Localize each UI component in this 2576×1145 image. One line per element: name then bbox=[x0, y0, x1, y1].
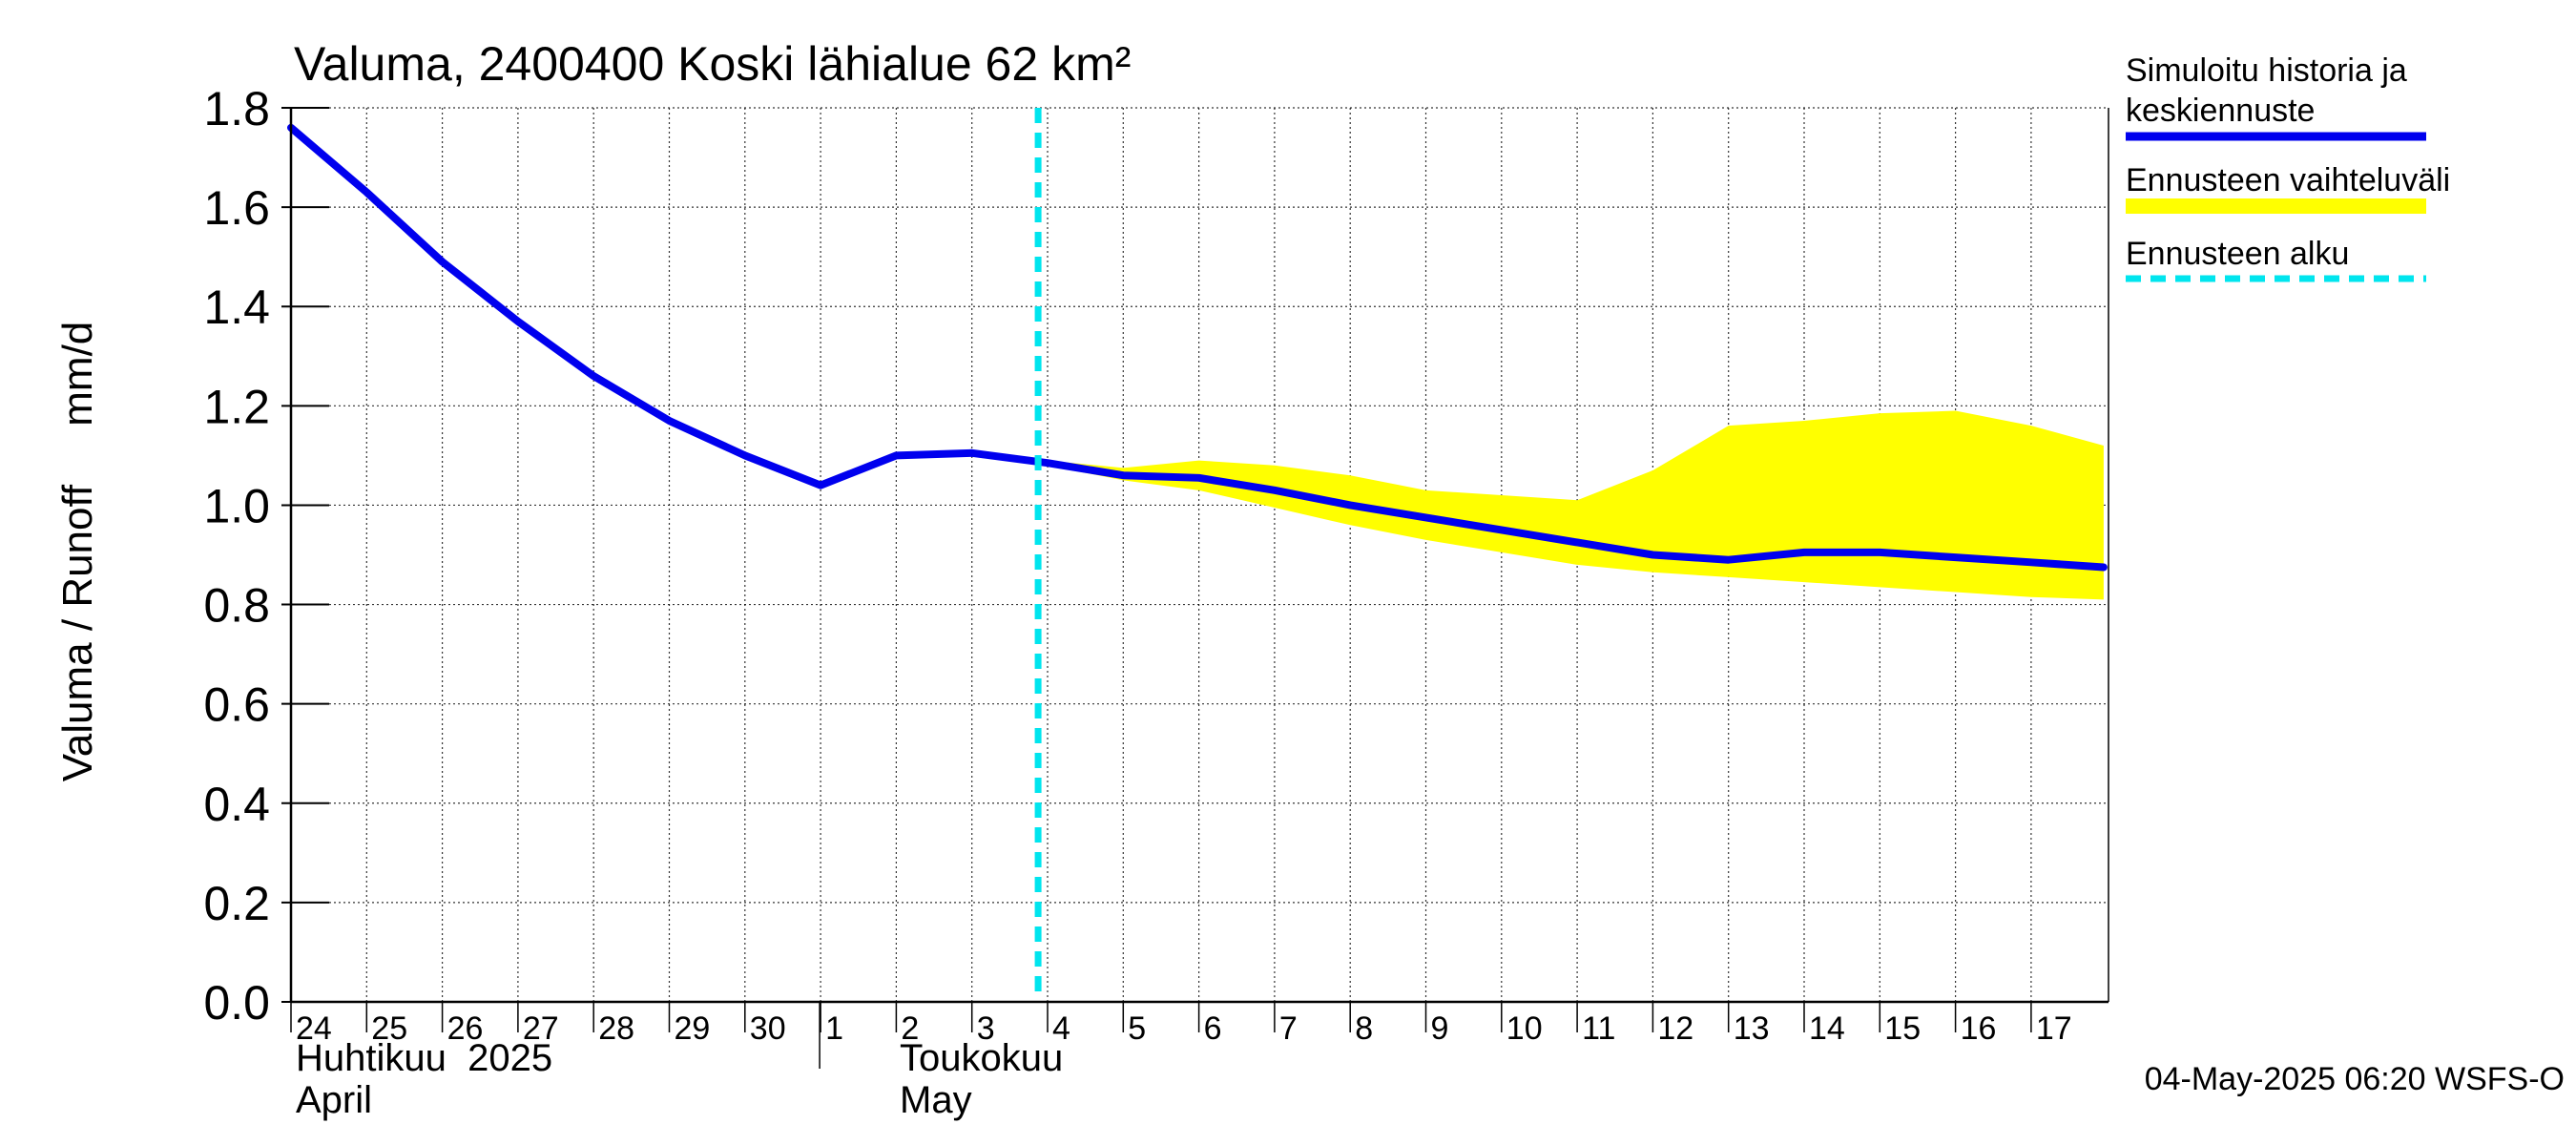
y-tick-label: 1.4 bbox=[203, 281, 270, 334]
legend: Simuloitu historia ja keskiennuste Ennus… bbox=[2126, 52, 2450, 282]
legend-label-forecast-start: Ennusteen alku bbox=[2126, 236, 2349, 272]
x-tick-label: 4 bbox=[1052, 1010, 1070, 1047]
y-tick-label: 0.4 bbox=[203, 778, 270, 831]
x-tick-label: 3 bbox=[977, 1010, 995, 1047]
x-tick-label: 6 bbox=[1204, 1010, 1222, 1047]
x-tick-label: 26 bbox=[447, 1010, 484, 1047]
x-tick-label: 24 bbox=[296, 1010, 332, 1047]
y-axis-label: Valuma / Runoff mm/d bbox=[54, 322, 101, 782]
legend-label-simulated-line1: Simuloitu historia ja bbox=[2126, 52, 2407, 89]
x-tick-label: 13 bbox=[1734, 1010, 1770, 1047]
x-tick-label: 14 bbox=[1809, 1010, 1845, 1047]
x-tick-label: 7 bbox=[1279, 1010, 1298, 1047]
y-tick-label: 0.2 bbox=[203, 877, 270, 930]
y-tick-label: 1.8 bbox=[203, 82, 270, 135]
month-label-may-fi: Toukokuu bbox=[900, 1037, 1063, 1079]
axes bbox=[281, 107, 2109, 1069]
chart-title: Valuma, 2400400 Koski lähialue 62 km² bbox=[294, 37, 1131, 91]
x-tick-label: 25 bbox=[371, 1010, 407, 1047]
y-tick-label: 1.2 bbox=[203, 380, 270, 433]
x-tick-label: 27 bbox=[523, 1010, 559, 1047]
y-tick-label: 0.8 bbox=[203, 579, 270, 633]
x-tick-label: 1 bbox=[825, 1010, 843, 1047]
y-tick-label: 1.6 bbox=[203, 181, 270, 235]
forecast-range-band bbox=[1048, 410, 2104, 600]
month-label-april-en: April bbox=[296, 1079, 372, 1121]
x-tick-label: 2 bbox=[901, 1010, 919, 1047]
x-tick-label: 11 bbox=[1582, 1010, 1615, 1047]
x-tick-label: 9 bbox=[1431, 1010, 1449, 1047]
month-label-may-en: May bbox=[900, 1079, 972, 1121]
footer-timestamp: 04-May-2025 06:20 WSFS-O bbox=[2145, 1061, 2565, 1097]
y-tick-labels: 0.0 0.2 0.4 0.6 0.8 1.0 1.2 1.4 1.6 1.8 bbox=[203, 82, 270, 1030]
x-tick-label: 30 bbox=[750, 1010, 786, 1047]
x-tick-label: 12 bbox=[1657, 1010, 1693, 1047]
x-tick-label: 8 bbox=[1355, 1010, 1373, 1047]
y-tick-label: 0.0 bbox=[203, 976, 270, 1030]
y-tick-label: 0.6 bbox=[203, 678, 270, 732]
y-tick-label: 1.0 bbox=[203, 479, 270, 532]
forecast-range-band-layer bbox=[1048, 410, 2104, 600]
simulated-runoff-line bbox=[287, 123, 2108, 572]
x-tick-label: 16 bbox=[1961, 1010, 1997, 1047]
x-tick-label: 15 bbox=[1884, 1010, 1921, 1047]
x-tick-label: 28 bbox=[598, 1010, 634, 1047]
x-tick-label: 29 bbox=[675, 1010, 711, 1047]
legend-label-range: Ennusteen vaihteluväli bbox=[2126, 162, 2450, 198]
legend-label-simulated-line2: keskiennuste bbox=[2126, 93, 2315, 129]
x-tick-label: 10 bbox=[1506, 1010, 1543, 1047]
month-label-april-fi: Huhtikuu 2025 bbox=[296, 1037, 552, 1079]
runoff-line-layer bbox=[287, 123, 2108, 572]
x-tick-label: 17 bbox=[2036, 1010, 2072, 1047]
grid bbox=[291, 107, 2109, 1002]
x-tick-label: 5 bbox=[1128, 1010, 1146, 1047]
x-tick-labels: 24 25 26 27 28 29 30 1 2 3 4 5 6 7 8 9 10 11 12 13 14 15 16 17 bbox=[296, 1010, 2072, 1047]
